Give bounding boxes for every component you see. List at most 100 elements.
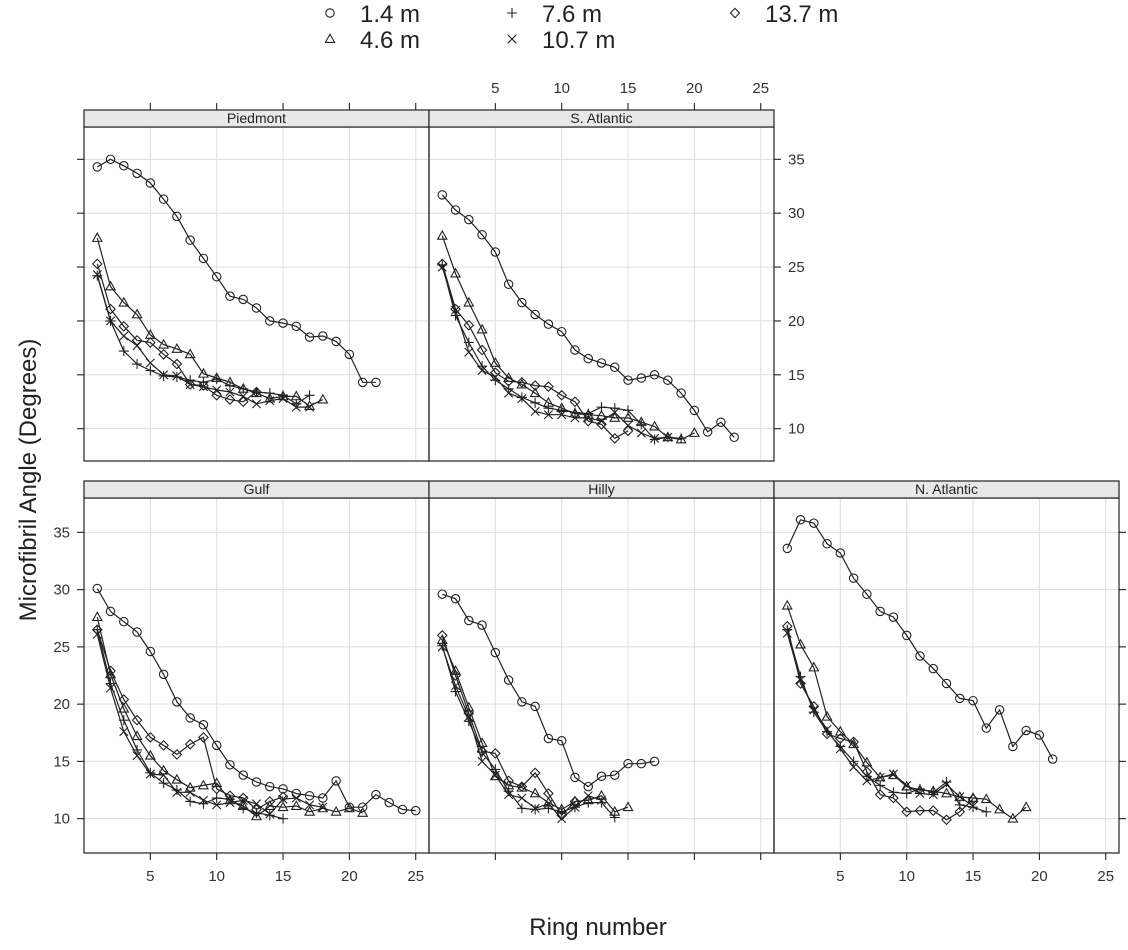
data-point — [145, 646, 156, 657]
data-point — [265, 316, 275, 326]
data-point — [225, 387, 235, 397]
data-point — [994, 803, 1006, 814]
data-point — [583, 353, 593, 364]
legend-marker-circle — [325, 8, 335, 18]
data-point — [211, 740, 222, 751]
data-point — [1008, 741, 1018, 752]
legend-entry-7-6-m: 7.6 m — [507, 1, 602, 28]
x-tick-label: 10 — [553, 80, 570, 97]
data-point — [596, 402, 607, 413]
panel-strip-label: S. Atlantic — [570, 110, 632, 126]
data-point — [212, 800, 222, 810]
data-point — [171, 358, 183, 370]
data-point — [211, 793, 222, 804]
x-tick-label: 10 — [208, 868, 225, 885]
x-axis-title: Ring number — [529, 914, 666, 941]
y-tick-label: 15 — [53, 753, 70, 770]
data-point — [649, 370, 660, 380]
data-point — [92, 162, 103, 172]
data-point — [304, 790, 315, 801]
data-point — [795, 675, 806, 685]
series-1-4-m — [437, 589, 660, 792]
data-point — [171, 749, 183, 760]
data-point — [184, 781, 196, 792]
data-point — [529, 387, 541, 398]
data-point — [119, 616, 129, 627]
data-point — [118, 296, 130, 307]
data-point — [530, 804, 541, 815]
data-point — [158, 778, 169, 789]
data-point — [955, 792, 965, 802]
data-point — [330, 805, 342, 816]
data-point — [888, 612, 899, 622]
data-point — [596, 418, 607, 430]
data-point — [888, 769, 899, 779]
panel-strip-label: N. Atlantic — [915, 481, 978, 497]
x-tick-label: 15 — [275, 868, 292, 885]
data-point — [131, 334, 143, 346]
data-point — [384, 797, 394, 808]
data-point — [583, 797, 594, 808]
data-point — [609, 403, 620, 414]
data-point — [702, 427, 713, 437]
data-point — [610, 770, 620, 780]
data-point — [543, 788, 554, 799]
legend-label: 1.4 m — [360, 1, 420, 28]
data-point — [131, 730, 143, 741]
data-point — [132, 168, 142, 179]
data-point — [1034, 730, 1045, 740]
data-point — [835, 744, 845, 754]
data-point — [184, 379, 196, 390]
x-axis-bottom-nolabel-col2 — [494, 853, 762, 860]
data-point — [543, 381, 554, 393]
data-point — [477, 365, 487, 376]
data-point — [158, 194, 169, 204]
data-point — [464, 615, 474, 626]
data-point — [716, 417, 726, 427]
data-point — [570, 413, 580, 423]
data-point — [225, 760, 235, 770]
data-point — [304, 800, 315, 810]
data-point — [211, 374, 222, 385]
data-point — [821, 710, 833, 721]
data-point — [436, 229, 448, 240]
data-point — [596, 797, 607, 808]
data-point — [437, 589, 448, 599]
data-point — [636, 758, 647, 769]
data-point — [848, 756, 859, 767]
data-point — [927, 805, 939, 817]
data-point — [901, 630, 912, 641]
x-tick-label: 25 — [407, 868, 424, 885]
data-point — [198, 253, 209, 264]
data-point — [119, 727, 129, 737]
y-tick-label: 30 — [53, 582, 70, 599]
data-point — [980, 793, 992, 804]
data-point — [503, 375, 514, 387]
series-7-6-m — [92, 270, 315, 409]
series-line — [786, 629, 987, 813]
data-point — [556, 809, 568, 821]
data-point — [941, 678, 952, 689]
data-point — [437, 190, 448, 200]
data-point — [357, 806, 369, 817]
data-point — [198, 380, 209, 391]
x-tick-label: 25 — [752, 80, 769, 97]
series-1-4-m — [782, 515, 1058, 764]
data-point — [344, 349, 355, 360]
data-point — [569, 407, 580, 418]
data-point — [172, 787, 182, 797]
data-point — [304, 402, 315, 412]
data-point — [184, 348, 196, 359]
x-tick-label: 5 — [836, 868, 844, 885]
data-point — [265, 809, 275, 819]
series-line — [441, 194, 735, 438]
data-point — [489, 367, 501, 379]
data-point — [91, 258, 103, 270]
data-point — [490, 247, 501, 257]
data-point — [251, 804, 262, 815]
data-point — [623, 758, 633, 769]
data-point — [436, 258, 448, 270]
data-point — [968, 801, 978, 811]
data-point — [278, 794, 288, 804]
data-point — [623, 405, 634, 416]
